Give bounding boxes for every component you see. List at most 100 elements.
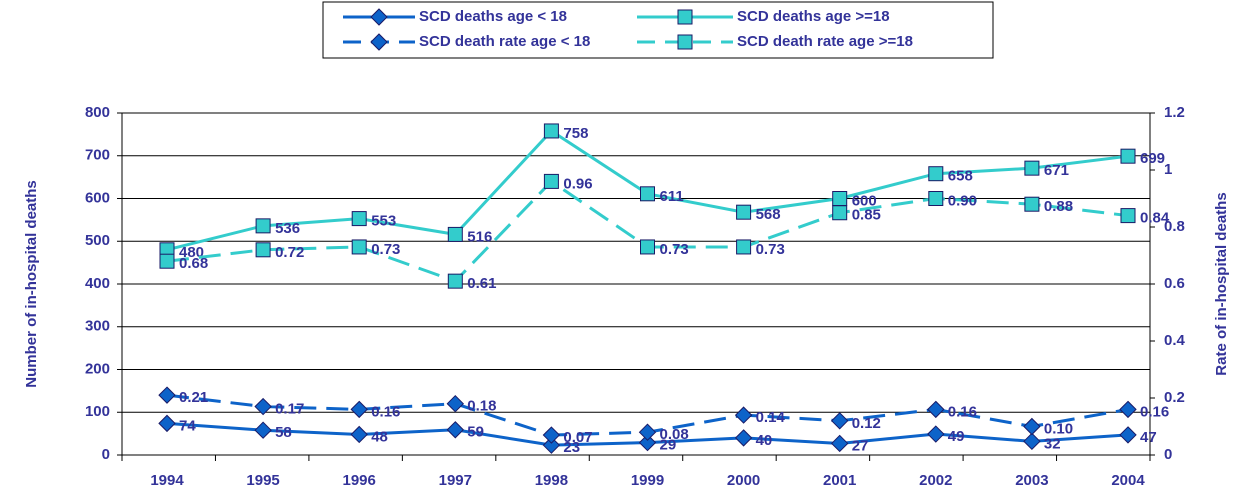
data-label: 49 — [948, 428, 965, 445]
data-point — [640, 239, 655, 255]
y-tick-label: 100 — [85, 403, 110, 420]
data-label: 32 — [1044, 435, 1061, 452]
y2-tick-label: 1 — [1164, 161, 1172, 178]
data-point — [1119, 426, 1137, 444]
data-point — [830, 412, 849, 430]
data-point — [447, 226, 463, 242]
y-tick-label: 400 — [85, 275, 110, 292]
data-label: 59 — [467, 424, 484, 441]
y-tick-label: 700 — [85, 147, 110, 164]
data-label: 0.07 — [563, 429, 592, 446]
legend-label: SCD death rate age >=18 — [737, 33, 913, 50]
legend-label: SCD deaths age >=18 — [737, 8, 890, 25]
y-axis-label: Number of in-hospital deaths — [23, 180, 40, 388]
data-label: 0.14 — [756, 409, 786, 426]
y2-tick-label: 1.2 — [1164, 104, 1185, 121]
data-point — [928, 191, 944, 206]
data-point — [254, 397, 272, 416]
y-tick-label: 600 — [85, 189, 110, 206]
data-label: 600 — [852, 192, 877, 209]
legend-box — [322, 1, 994, 59]
data-label: 74 — [179, 417, 196, 434]
data-point — [542, 426, 561, 444]
data-label: 0.16 — [948, 403, 977, 420]
y-tick-label: 300 — [85, 318, 110, 335]
data-label: 40 — [756, 432, 773, 449]
legend-marker — [677, 34, 693, 50]
legend-label: SCD deaths age < 18 — [419, 8, 567, 25]
data-point — [446, 421, 465, 439]
legend-label: SCD death rate age < 18 — [419, 33, 590, 50]
data-label: 611 — [660, 188, 684, 205]
data-point — [543, 173, 559, 189]
data-label: 0.10 — [1044, 420, 1073, 437]
data-label: 568 — [756, 206, 781, 223]
y-tick-label: 500 — [85, 232, 110, 249]
x-tick-label: 1995 — [246, 472, 279, 489]
data-label: 0.16 — [371, 403, 400, 420]
data-point — [734, 406, 753, 424]
data-point — [1119, 400, 1137, 419]
data-point — [1023, 432, 1041, 451]
data-label: 47 — [1140, 429, 1157, 446]
data-point — [736, 204, 752, 220]
data-label: 536 — [275, 220, 300, 237]
data-point — [1120, 208, 1136, 224]
data-label: 48 — [371, 428, 388, 445]
data-point — [927, 425, 945, 443]
legend-marker — [370, 33, 388, 51]
data-point — [928, 166, 944, 182]
data-label: 0.96 — [563, 175, 592, 192]
data-point — [927, 400, 945, 419]
data-label: 0.72 — [275, 244, 304, 261]
y2-tick-label: 0.2 — [1164, 389, 1185, 406]
x-tick-label: 1999 — [631, 472, 664, 489]
data-label: 658 — [948, 168, 973, 185]
y2-axis-label: Rate of in-hospital deaths — [1213, 192, 1230, 375]
data-point — [158, 386, 176, 404]
data-point — [158, 414, 176, 433]
y2-tick-label: 0 — [1164, 446, 1172, 463]
data-label: 23 — [563, 439, 580, 456]
data-label: 0.90 — [948, 192, 977, 209]
x-tick-label: 1997 — [439, 472, 472, 489]
data-point — [350, 400, 368, 419]
data-label: 0.84 — [1140, 210, 1170, 227]
y2-tick-label: 0.8 — [1164, 218, 1185, 235]
y2-tick-label: 0.6 — [1164, 275, 1185, 292]
data-label: 553 — [371, 213, 396, 230]
data-point — [830, 434, 849, 453]
data-point — [1024, 160, 1040, 176]
data-label: 0.08 — [660, 426, 689, 443]
data-label: 0.88 — [1044, 198, 1073, 215]
data-point — [351, 239, 367, 255]
data-point — [1024, 196, 1040, 212]
x-tick-label: 1996 — [343, 472, 376, 489]
data-point — [255, 218, 271, 234]
data-label: 27 — [852, 437, 869, 454]
data-label: 0.18 — [467, 398, 496, 415]
y2-tick-label: 0.4 — [1164, 332, 1186, 349]
data-point — [638, 423, 657, 441]
data-label: 0.17 — [275, 401, 304, 418]
data-point — [1023, 417, 1041, 436]
data-point — [351, 211, 367, 227]
y-tick-label: 200 — [85, 360, 110, 377]
x-tick-label: 2000 — [727, 472, 760, 489]
data-point — [640, 186, 655, 202]
data-point — [447, 273, 463, 289]
data-label: 0.16 — [1140, 403, 1169, 420]
y-tick-label: 800 — [85, 104, 110, 121]
data-point — [543, 123, 559, 139]
data-label: 29 — [660, 437, 677, 454]
data-label: 758 — [563, 125, 588, 142]
data-label: 0.61 — [467, 275, 496, 292]
data-point — [832, 205, 848, 221]
data-point — [1120, 148, 1136, 164]
x-tick-label: 1994 — [150, 472, 184, 489]
x-tick-label: 2001 — [823, 472, 856, 489]
data-label: 0.21 — [179, 389, 208, 406]
data-label: 58 — [275, 424, 292, 441]
data-label: 0.68 — [179, 255, 208, 272]
